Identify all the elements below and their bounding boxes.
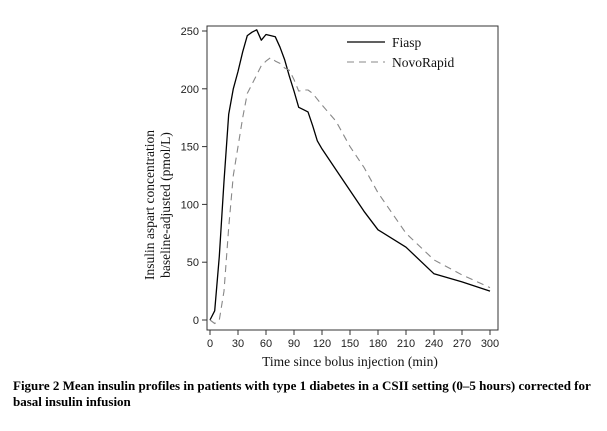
y-axis-title-line-1: Insulin aspart concentration [142, 130, 157, 280]
y-axis-title-line-2: baseline-adjusted (pmol/L) [158, 132, 173, 278]
y-tick-label: 50 [187, 257, 199, 269]
series-lines [209, 29, 491, 325]
legend: Fiasp NovoRapid [347, 35, 454, 70]
x-tick-label: 150 [341, 338, 359, 350]
x-tick-label: 300 [481, 338, 499, 350]
x-tick-label: 30 [232, 338, 244, 350]
x-tick-label: 120 [313, 338, 331, 350]
y-tick-label: 100 [181, 199, 199, 211]
x-axis: 0 30 60 90 120 150 180 210 240 270 300 [207, 330, 499, 350]
y-tick-label: 150 [181, 142, 199, 154]
x-tick-label: 90 [288, 338, 300, 350]
plot-border [206, 25, 499, 331]
insulin-profile-chart: 0 50 100 150 200 250 0 30 60 90 120 150 180 210 240 27… [142, 25, 499, 369]
x-tick-label: 240 [425, 338, 443, 350]
legend-label-novorapid: NovoRapid [392, 55, 454, 70]
y-axis: 0 50 100 150 200 250 [181, 26, 207, 327]
plot-frame [206, 25, 499, 331]
y-tick-label: 250 [181, 26, 199, 38]
y-tick-label: 0 [193, 315, 199, 327]
x-tick-label: 210 [397, 338, 415, 350]
x-axis-title: Time since bolus injection (min) [262, 354, 438, 369]
legend-label-fiasp: Fiasp [392, 35, 422, 50]
figure-caption: Figure 2 Mean insulin profiles in patien… [13, 378, 591, 409]
series-line-fiasp [209, 29, 491, 321]
x-tick-label: 60 [260, 338, 272, 350]
x-tick-label: 270 [453, 338, 471, 350]
y-tick-label: 200 [181, 84, 199, 96]
series-line-novorapid [209, 57, 491, 325]
x-tick-label: 180 [369, 338, 387, 350]
x-tick-label: 0 [207, 338, 213, 350]
